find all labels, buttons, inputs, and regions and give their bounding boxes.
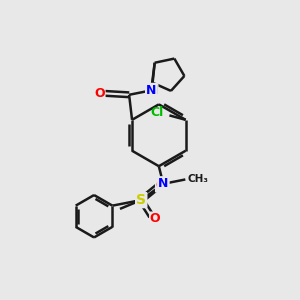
Text: CH₃: CH₃ (188, 174, 209, 184)
Text: S: S (136, 193, 146, 207)
Text: O: O (94, 87, 105, 100)
Text: N: N (146, 84, 156, 97)
Text: O: O (150, 212, 160, 225)
Text: N: N (158, 177, 168, 190)
Text: S: S (136, 193, 146, 207)
Text: N: N (148, 84, 158, 97)
Text: O: O (156, 179, 166, 192)
Text: N: N (158, 177, 168, 190)
Text: N: N (146, 84, 156, 97)
Text: Cl: Cl (150, 106, 164, 119)
